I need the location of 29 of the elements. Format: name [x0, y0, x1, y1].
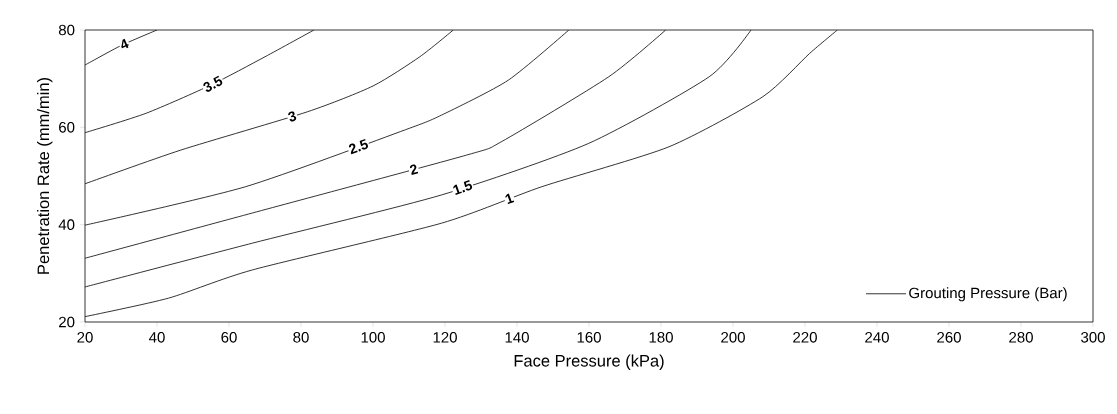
x-tick-label: 220: [793, 332, 817, 343]
x-tick-label: 120: [433, 332, 457, 343]
y-axis-title: Penetration Rate (mm/min): [37, 78, 53, 274]
x-tick-label: 80: [293, 332, 309, 343]
x-tick-label: 20: [77, 332, 93, 343]
x-tick-label: 180: [649, 332, 673, 343]
x-tick-label: 200: [721, 332, 745, 343]
x-tick-label: 140: [505, 332, 529, 343]
y-tick-label: 40: [58, 219, 75, 230]
x-tick-label: 280: [1009, 332, 1033, 343]
text: 2: [409, 164, 419, 175]
x-tick-label: 240: [865, 332, 889, 343]
x-tick-label: 40: [149, 332, 165, 343]
legend-title: Grouting Pressure (Bar): [909, 287, 1067, 302]
text: 1: [505, 193, 515, 205]
y-tick-label: 80: [58, 24, 75, 36]
y-tick-label: 20: [59, 316, 75, 328]
series-label: 3.5: [203, 75, 223, 92]
text: 3: [288, 111, 297, 122]
x-tick-label: 160: [577, 332, 601, 343]
x-tick-label: 260: [937, 332, 961, 343]
x-tick-label: 100: [361, 332, 385, 343]
text: 1.5: [453, 180, 473, 195]
series-label: 4: [121, 38, 129, 49]
x-axis-title: Face Pressure (kPa): [514, 354, 664, 370]
text: 2.5: [348, 139, 369, 155]
x-tick-label: 60: [221, 332, 237, 343]
y-tick-label: 60: [59, 122, 75, 133]
x-tick-label: 300: [1081, 332, 1105, 343]
